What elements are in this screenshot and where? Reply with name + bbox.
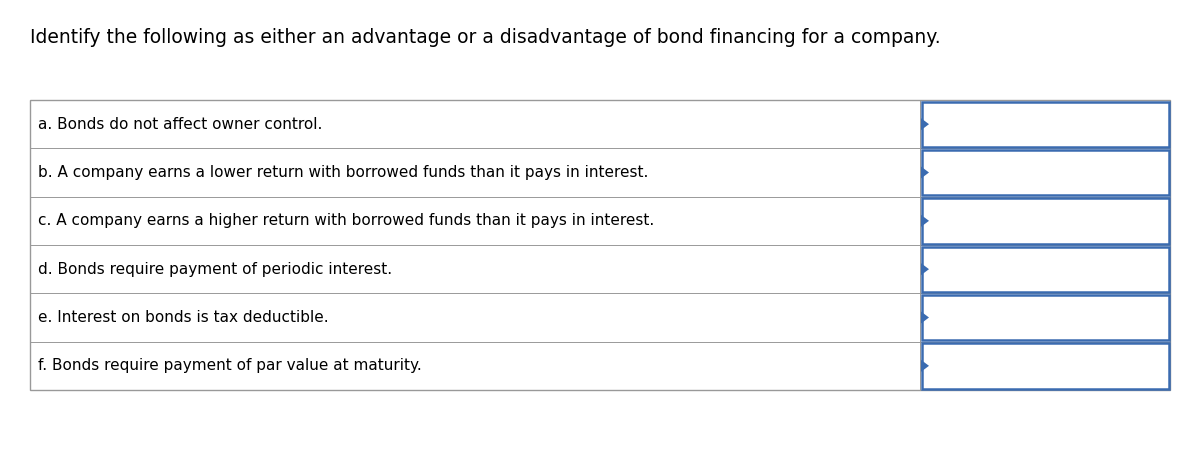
Polygon shape — [922, 312, 929, 323]
Bar — [922, 101, 1169, 147]
Bar — [922, 343, 1169, 388]
Text: c. A company earns a higher return with borrowed funds than it pays in interest.: c. A company earns a higher return with … — [38, 213, 654, 229]
Bar — [922, 198, 1169, 243]
Bar — [922, 247, 1169, 292]
Text: d. Bonds require payment of periodic interest.: d. Bonds require payment of periodic int… — [38, 262, 392, 277]
Text: f. Bonds require payment of par value at maturity.: f. Bonds require payment of par value at… — [38, 358, 421, 373]
Polygon shape — [922, 215, 929, 227]
Text: b. A company earns a lower return with borrowed funds than it pays in interest.: b. A company earns a lower return with b… — [38, 165, 648, 180]
Polygon shape — [922, 118, 929, 130]
Bar — [922, 295, 1169, 340]
Bar — [30, 100, 1170, 390]
Polygon shape — [922, 167, 929, 179]
Text: e. Interest on bonds is tax deductible.: e. Interest on bonds is tax deductible. — [38, 310, 329, 325]
Bar — [922, 150, 1169, 195]
Polygon shape — [922, 360, 929, 372]
Text: a. Bonds do not affect owner control.: a. Bonds do not affect owner control. — [38, 117, 323, 132]
Polygon shape — [922, 263, 929, 275]
Text: Identify the following as either an advantage or a disadvantage of bond financin: Identify the following as either an adva… — [30, 28, 941, 47]
